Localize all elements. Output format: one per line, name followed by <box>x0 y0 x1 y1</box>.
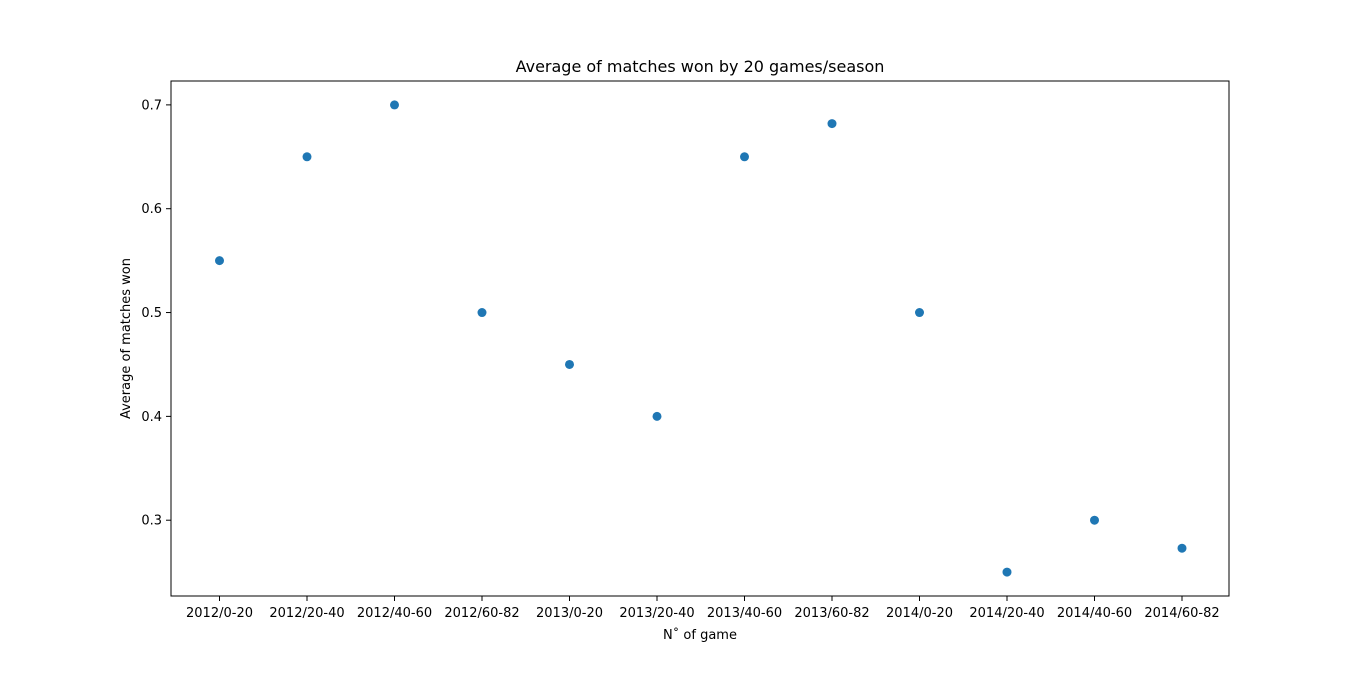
data-point <box>565 359 574 369</box>
x-axis-label: N˚ of game <box>663 627 737 643</box>
data-point <box>827 119 837 129</box>
y-tick-label: 0.5 <box>141 306 162 321</box>
y-axis-label: Average of matches won <box>119 258 134 419</box>
data-point <box>1090 515 1099 525</box>
data-point <box>477 308 487 318</box>
x-tick-label: 2012/60-82 <box>444 606 519 621</box>
data-point <box>215 256 224 266</box>
data-point <box>915 308 924 318</box>
data-point <box>302 152 312 162</box>
data-points <box>215 100 1187 577</box>
x-tick-label: 2013/0-20 <box>536 606 603 621</box>
chart-title: Average of matches won by 20 games/seaso… <box>516 57 885 76</box>
x-tick-label: 2014/40-60 <box>1057 606 1132 621</box>
x-tick-label: 2014/20-40 <box>969 606 1044 621</box>
data-point <box>390 100 399 110</box>
x-tick-label: 2013/20-40 <box>619 606 694 621</box>
data-point <box>652 411 662 421</box>
y-tick-label: 0.6 <box>141 202 162 217</box>
x-tick-label: 2013/40-60 <box>707 606 782 621</box>
plot-frame <box>170 80 1230 597</box>
x-tick-label: 2012/40-60 <box>357 606 432 621</box>
data-point <box>740 152 749 162</box>
data-point <box>1002 567 1012 577</box>
x-tick-label: 2012/0-20 <box>186 606 253 621</box>
x-tick-label: 2014/0-20 <box>886 606 953 621</box>
axis-ticks: 0.3 0.4 0.5 0.6 0.7 2012/0-20 2012/20-40 2012/4… <box>141 98 1219 621</box>
y-tick-label: 0.7 <box>141 98 162 113</box>
x-tick-label: 2014/60-82 <box>1144 606 1219 621</box>
y-tick-label: 0.4 <box>141 410 162 425</box>
y-tick-label: 0.3 <box>141 514 162 529</box>
x-tick-label: 2012/20-40 <box>269 606 344 621</box>
data-point <box>1177 543 1187 553</box>
x-tick-label: 2013/60-82 <box>794 606 869 621</box>
